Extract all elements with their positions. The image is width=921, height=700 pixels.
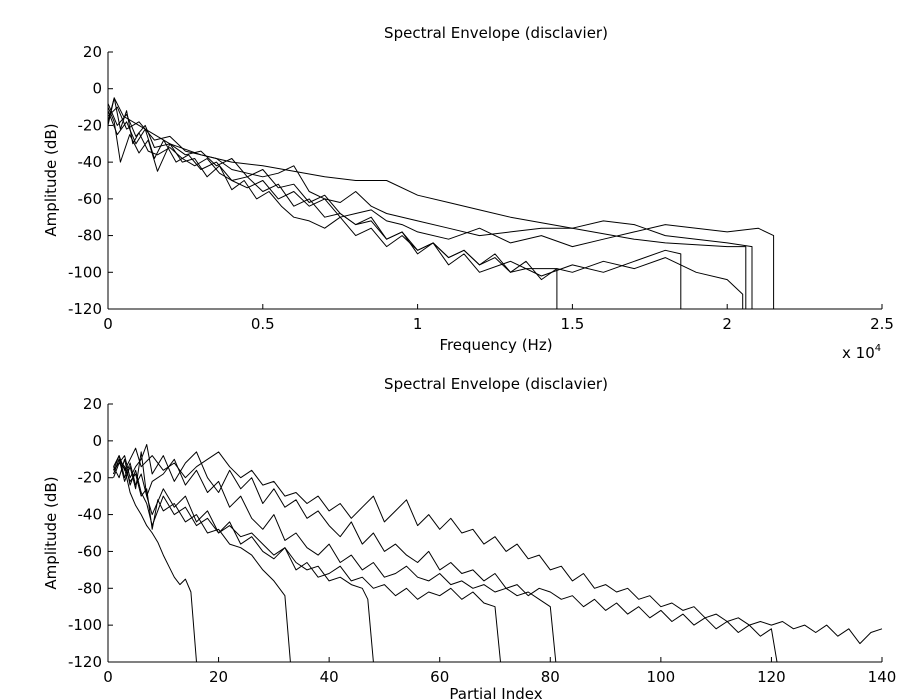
y-tick-label: -60 [78, 542, 103, 560]
x-tick-label: 0.5 [251, 315, 275, 333]
series-line-5 [107, 103, 744, 309]
x-tick-label: 140 [868, 668, 897, 686]
series-layer [113, 444, 883, 663]
series-line-1 [107, 97, 747, 309]
y-tick-label: -120 [68, 300, 102, 318]
series-line-1 [113, 462, 197, 663]
x-axis-multiplier: x 104 [842, 343, 881, 362]
y-tick-label: 20 [83, 395, 102, 413]
x-tick-label: 2.5 [870, 315, 894, 333]
axes-frame [107, 52, 882, 310]
x-tick-label: 20 [209, 668, 228, 686]
y-tick-label: 0 [92, 432, 102, 450]
series-line-4 [113, 458, 501, 663]
y-tick-label: 0 [92, 80, 102, 98]
y-tick-label: -100 [68, 616, 102, 634]
x-tick-label: 0 [103, 668, 113, 686]
series-line-2 [107, 106, 753, 309]
x-tick-label: 0 [103, 315, 113, 333]
y-tick-label: -80 [78, 227, 103, 245]
y-axis-label: Amplitude (dB) [42, 476, 60, 589]
series-line-5 [113, 451, 557, 663]
x-tick-label: 1 [413, 315, 423, 333]
ticks-layer: 0 20 40 60 80 100 120 140 20 0 -20 -40 -60 -80 -100 -12… [68, 395, 896, 686]
series-line-6 [107, 97, 775, 309]
x-tick-label: 60 [430, 668, 449, 686]
ticks-layer: 0 0.5 1 1.5 2 2.5 20 0 -20 -40 -60 -80 -100 -120 [68, 43, 894, 333]
y-tick-label: -20 [78, 469, 103, 487]
y-tick-label: -40 [78, 153, 103, 171]
series-line-3 [113, 455, 374, 663]
x-tick-label: 40 [320, 668, 339, 686]
series-line-7 [113, 447, 883, 645]
axes-frame [107, 404, 882, 663]
y-tick-label: -120 [68, 653, 102, 671]
y-tick-label: -20 [78, 116, 103, 134]
series-line-3 [107, 106, 558, 309]
x-tick-label: 120 [757, 668, 786, 686]
x-tick-label: 80 [541, 668, 560, 686]
y-tick-label: -100 [68, 263, 102, 281]
x-axis-multiplier-base: x 10 [842, 344, 875, 362]
x-axis-label: Frequency (Hz) [439, 336, 552, 354]
chart-title: Spectral Envelope (disclavier) [384, 375, 608, 393]
series-line-6 [113, 444, 778, 663]
y-tick-label: -60 [78, 190, 103, 208]
x-axis-multiplier-exponent: 4 [875, 343, 881, 354]
top-spectral-envelope-chart: Spectral Envelope (disclavier) Amplitude… [42, 24, 894, 362]
y-axis-label: Amplitude (dB) [42, 123, 60, 236]
chart-title: Spectral Envelope (disclavier) [384, 24, 608, 42]
x-tick-label: 2 [722, 315, 732, 333]
x-axis-label: Partial Index [449, 685, 542, 700]
series-line-4 [107, 110, 682, 309]
y-tick-label: 20 [83, 43, 102, 61]
x-tick-label: 1.5 [560, 315, 584, 333]
y-tick-label: -40 [78, 506, 103, 524]
bottom-spectral-envelope-chart: Spectral Envelope (disclavier) Amplitude… [42, 375, 896, 700]
series-layer [107, 97, 775, 309]
y-tick-label: -80 [78, 579, 103, 597]
x-tick-label: 100 [647, 668, 676, 686]
